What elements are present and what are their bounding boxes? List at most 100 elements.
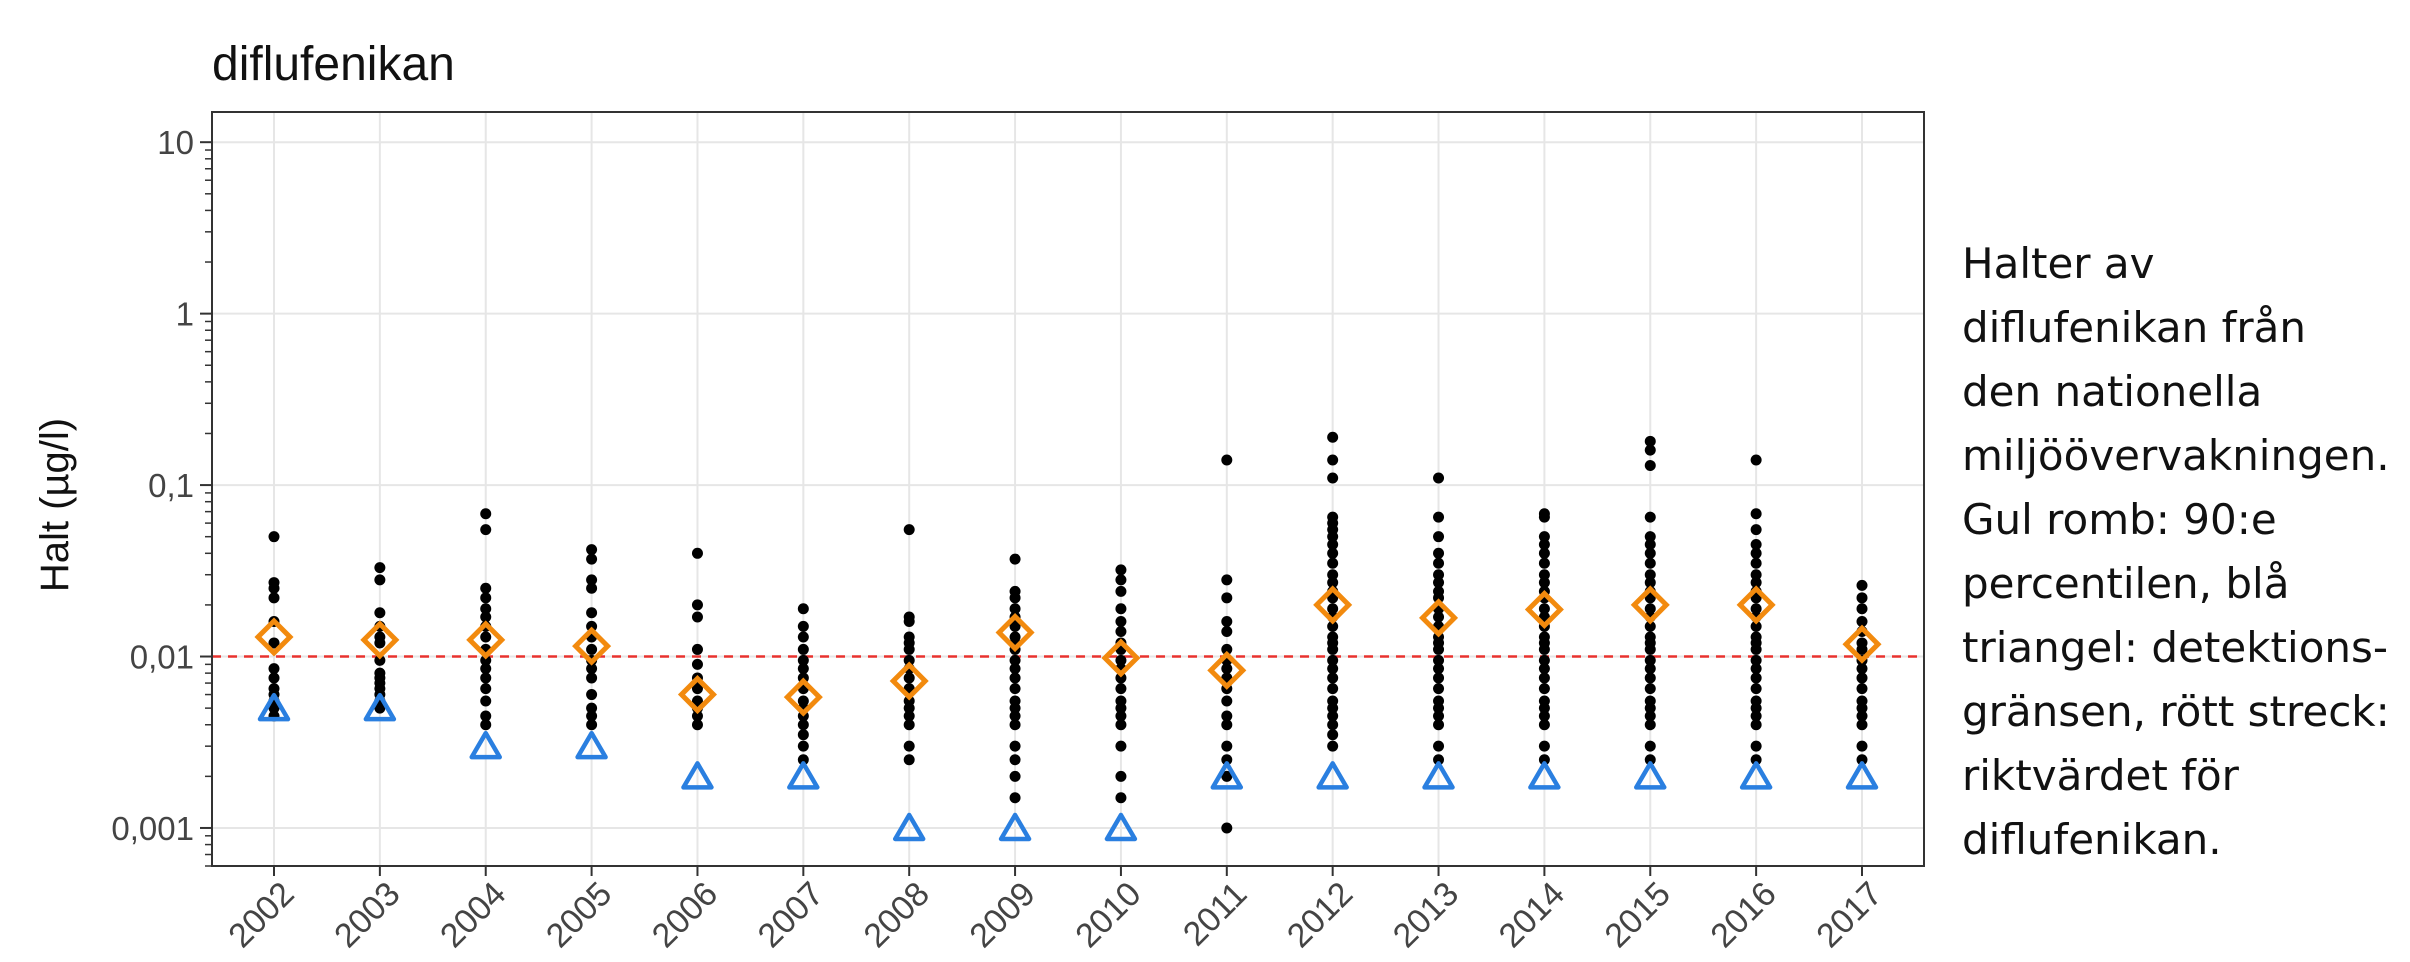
data-point xyxy=(586,689,598,701)
data-point xyxy=(1433,531,1445,543)
data-point xyxy=(1856,603,1868,615)
data-point xyxy=(1221,643,1233,655)
data-point xyxy=(1433,683,1445,695)
data-point xyxy=(1009,719,1021,731)
data-point xyxy=(1115,654,1127,666)
data-point xyxy=(1856,592,1868,604)
percentile-marker xyxy=(254,617,294,657)
data-point xyxy=(1750,740,1762,752)
data-point xyxy=(586,607,598,619)
data-point xyxy=(1750,577,1762,589)
chart-title: diflufenikan xyxy=(212,38,455,91)
detection-limit-marker xyxy=(1422,761,1455,790)
data-point xyxy=(586,702,598,714)
data-point xyxy=(1433,719,1445,731)
percentile-marker xyxy=(572,626,612,666)
data-point xyxy=(1750,539,1762,551)
data-point xyxy=(1538,539,1550,551)
data-point xyxy=(374,637,386,649)
data-point xyxy=(1009,754,1021,766)
data-point xyxy=(586,643,598,655)
data-point xyxy=(1115,702,1127,714)
data-point xyxy=(1115,719,1127,731)
data-point xyxy=(1644,654,1656,666)
data-point xyxy=(480,695,492,707)
data-point xyxy=(1538,672,1550,684)
data-point xyxy=(1433,740,1445,752)
data-point xyxy=(903,643,915,655)
data-point xyxy=(586,620,598,632)
data-point xyxy=(1327,577,1339,589)
data-point xyxy=(1221,754,1233,766)
data-point xyxy=(903,702,915,714)
data-point xyxy=(691,611,703,623)
data-point xyxy=(268,637,280,649)
percentile-marker xyxy=(466,620,506,660)
data-point xyxy=(1327,547,1339,559)
data-point xyxy=(797,620,809,632)
x-tick-label: 2006 xyxy=(645,875,725,955)
x-axis: 2002 2003 2004 2005 2006 2007 2008 2009 2010 2011… xyxy=(221,866,1890,955)
percentile-marker xyxy=(889,661,929,701)
data-point xyxy=(1327,729,1339,741)
data-point xyxy=(1433,654,1445,666)
percentile-marker xyxy=(995,613,1035,653)
data-point xyxy=(1644,547,1656,559)
detection-limit-marker xyxy=(1634,761,1667,790)
caption-line: den nationella xyxy=(1962,367,2263,416)
data-point xyxy=(1221,454,1233,466)
data-point xyxy=(1221,719,1233,731)
x-tick-label: 2008 xyxy=(857,875,937,955)
data-point xyxy=(1538,577,1550,589)
data-point xyxy=(1538,710,1550,722)
y-axis: 10 1 0,1 0,01 0,001 xyxy=(111,124,212,867)
data-point xyxy=(1750,557,1762,569)
detection-limit-marker xyxy=(363,692,397,722)
data-point xyxy=(1750,620,1762,632)
data-point xyxy=(1644,603,1656,615)
data-point xyxy=(1644,435,1656,447)
detection-limit-marker xyxy=(257,692,291,722)
data-point xyxy=(1327,539,1339,551)
percentile-marker xyxy=(1736,585,1776,625)
percentile-series xyxy=(254,585,1882,717)
data-point xyxy=(1115,603,1127,615)
detection-limit-marker xyxy=(1316,761,1349,790)
caption-line: diflufenikan. xyxy=(1962,815,2222,864)
data-point xyxy=(480,654,492,666)
data-point xyxy=(1327,472,1339,484)
data-point xyxy=(1644,531,1656,543)
data-point xyxy=(1327,710,1339,722)
data-point xyxy=(1221,574,1233,586)
data-point xyxy=(691,599,703,611)
percentile-marker xyxy=(360,620,400,660)
data-point xyxy=(797,603,809,615)
data-point xyxy=(1538,654,1550,666)
data-point xyxy=(1221,822,1233,834)
data-point xyxy=(1327,719,1339,731)
detection-limit-marker xyxy=(681,761,714,790)
x-tick-label: 2009 xyxy=(962,875,1042,955)
data-point xyxy=(1327,531,1339,543)
data-point xyxy=(1009,603,1021,615)
data-point xyxy=(1538,511,1550,523)
data-point xyxy=(1538,643,1550,655)
detection-limit-marker xyxy=(998,812,1032,842)
data-point xyxy=(1009,770,1021,782)
data-point xyxy=(480,611,492,623)
data-point xyxy=(1750,569,1762,581)
data-point xyxy=(1327,683,1339,695)
data-point xyxy=(797,729,809,741)
data-point xyxy=(1009,683,1021,695)
data-point xyxy=(903,524,915,536)
data-point xyxy=(1327,557,1339,569)
caption-line: diflufenikan från xyxy=(1962,303,2307,352)
data-point xyxy=(1009,740,1021,752)
data-point xyxy=(1644,620,1656,632)
data-point xyxy=(268,702,280,714)
detection-limit-marker xyxy=(1528,761,1561,790)
data-point xyxy=(1750,547,1762,559)
caption-line: gränsen, rött streck: xyxy=(1962,687,2390,736)
data-point xyxy=(1644,740,1656,752)
data-point xyxy=(268,531,280,543)
